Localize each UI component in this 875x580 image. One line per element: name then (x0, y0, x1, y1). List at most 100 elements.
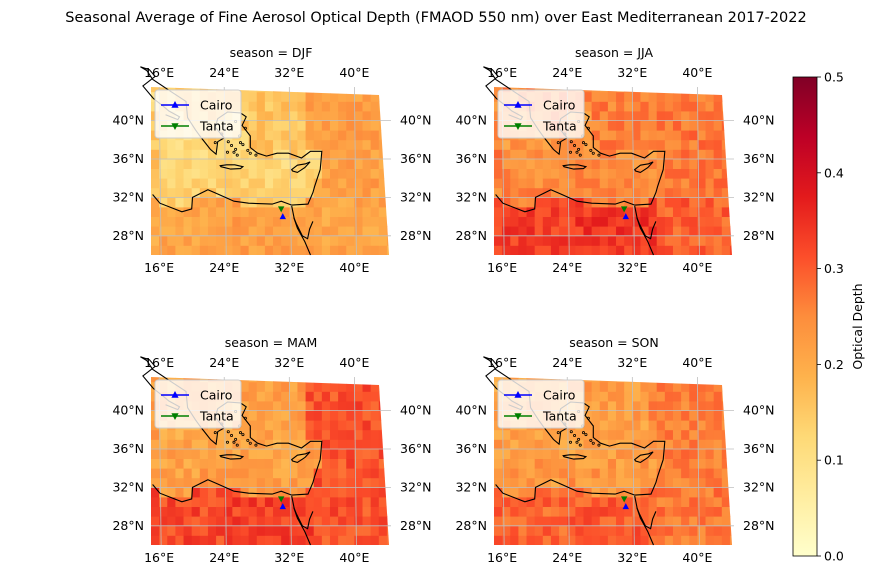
legend-label: Cairo (200, 388, 232, 403)
heatmap-cell (273, 535, 282, 545)
heatmap-cell (207, 207, 217, 217)
heatmap-cell (705, 159, 715, 169)
heatmap-cell (575, 449, 584, 459)
heatmap-cell (297, 149, 306, 160)
heatmap-cell (378, 449, 388, 459)
heatmap-cell (705, 216, 715, 227)
heatmap-cell (534, 516, 544, 527)
heatmap-cell (354, 525, 363, 536)
heatmap-cell (264, 159, 274, 169)
heatmap-cell (167, 458, 176, 469)
heatmap-cell (534, 207, 544, 217)
heatmap-cell (624, 159, 633, 169)
heatmap-cell (313, 497, 323, 507)
heatmap-cell (354, 216, 363, 227)
heatmap-cell (224, 159, 233, 169)
heatmap-cell (689, 187, 698, 198)
heatmap-cell (338, 178, 347, 189)
heatmap-cell (256, 477, 266, 488)
legend-label: Cairo (543, 388, 575, 403)
heatmap-cell (648, 91, 658, 102)
heatmap-cell (378, 207, 388, 217)
heatmap-cell (175, 187, 184, 198)
heatmap-cell (199, 216, 209, 227)
heatmap-cell (648, 497, 658, 507)
heatmap-cell (273, 516, 282, 527)
heatmap-cell (297, 391, 306, 402)
heatmap-cell (729, 178, 732, 189)
heatmap-cell (264, 420, 274, 431)
gridline-lon (631, 376, 635, 546)
heatmap-cell (329, 410, 339, 421)
heatmap-cell (370, 187, 380, 198)
heatmap-cell (305, 197, 315, 208)
heatmap-cell (721, 207, 731, 217)
lon-tick-top: 32°E (617, 65, 647, 80)
heatmap-cell (240, 525, 250, 536)
heatmap-cell (664, 130, 674, 141)
heatmap-cell (207, 226, 217, 237)
heatmap-cell (248, 525, 258, 536)
lat-tick-left: 36°N (112, 151, 144, 166)
heatmap-cell (151, 449, 160, 459)
heatmap-cell (191, 429, 201, 440)
heatmap-cell (354, 235, 363, 246)
heatmap-cell (216, 187, 225, 198)
map-panel: season = SON16°E16°E24°E24°E32°E32°E40°E… (455, 335, 774, 565)
heatmap-cell (689, 207, 698, 217)
heatmap-cell (607, 468, 617, 479)
island (556, 431, 560, 435)
heatmap-cell (559, 506, 568, 517)
heatmap-cell (640, 497, 649, 507)
heatmap-cell (656, 429, 666, 440)
heatmap-cell (354, 130, 363, 141)
heatmap-cell (362, 111, 372, 121)
heatmap-cell (575, 216, 584, 227)
heatmap-cell (305, 139, 315, 150)
heatmap-cell (378, 187, 388, 198)
heatmap-cell (207, 178, 217, 189)
heatmap-cell (354, 159, 363, 169)
heatmap-cell (697, 235, 706, 246)
heatmap-cell (550, 216, 560, 227)
heatmap-cell (191, 216, 201, 227)
heatmap-cell (559, 207, 568, 217)
heatmap-cell (386, 401, 389, 411)
heatmap-cell (542, 477, 552, 488)
heatmap-cell (656, 235, 666, 246)
heatmap-cell (289, 449, 298, 459)
heatmap-cell (159, 178, 168, 189)
heatmap-cell (672, 381, 682, 392)
heatmap-cell (510, 468, 519, 479)
heatmap-cell (167, 497, 176, 507)
legend-label: Tanta (199, 119, 234, 134)
heatmap-cell (240, 149, 250, 160)
heatmap-cell (281, 120, 290, 131)
heatmap-cell (648, 429, 658, 440)
heatmap-cell (151, 245, 160, 255)
heatmap-cell (378, 111, 388, 121)
lon-tick-bottom: 40°E (339, 550, 369, 565)
heatmap-cell (575, 226, 584, 237)
heatmap-cell (518, 149, 527, 160)
lon-tick-top: 24°E (552, 355, 582, 370)
lat-tick-right: 32°N (743, 189, 775, 204)
heatmap-cell (207, 197, 217, 208)
heatmap-cell (362, 535, 372, 545)
heatmap-cell (289, 178, 298, 189)
heatmap-cell (289, 87, 298, 93)
heatmap-cell (656, 468, 666, 479)
heatmap-cell (297, 497, 306, 507)
heatmap-cell (526, 149, 536, 160)
heatmap-cell (273, 506, 282, 517)
heatmap-cell (721, 506, 731, 517)
heatmap-cell (575, 197, 584, 208)
heatmap-cell (256, 226, 266, 237)
heatmap-cell (550, 139, 560, 150)
heatmap-cell (370, 207, 380, 217)
heatmap-cell (494, 449, 503, 459)
heatmap-cell (664, 101, 674, 112)
heatmap-cell (502, 449, 511, 459)
heatmap-cell (502, 245, 511, 255)
heatmap-cell (207, 139, 217, 150)
